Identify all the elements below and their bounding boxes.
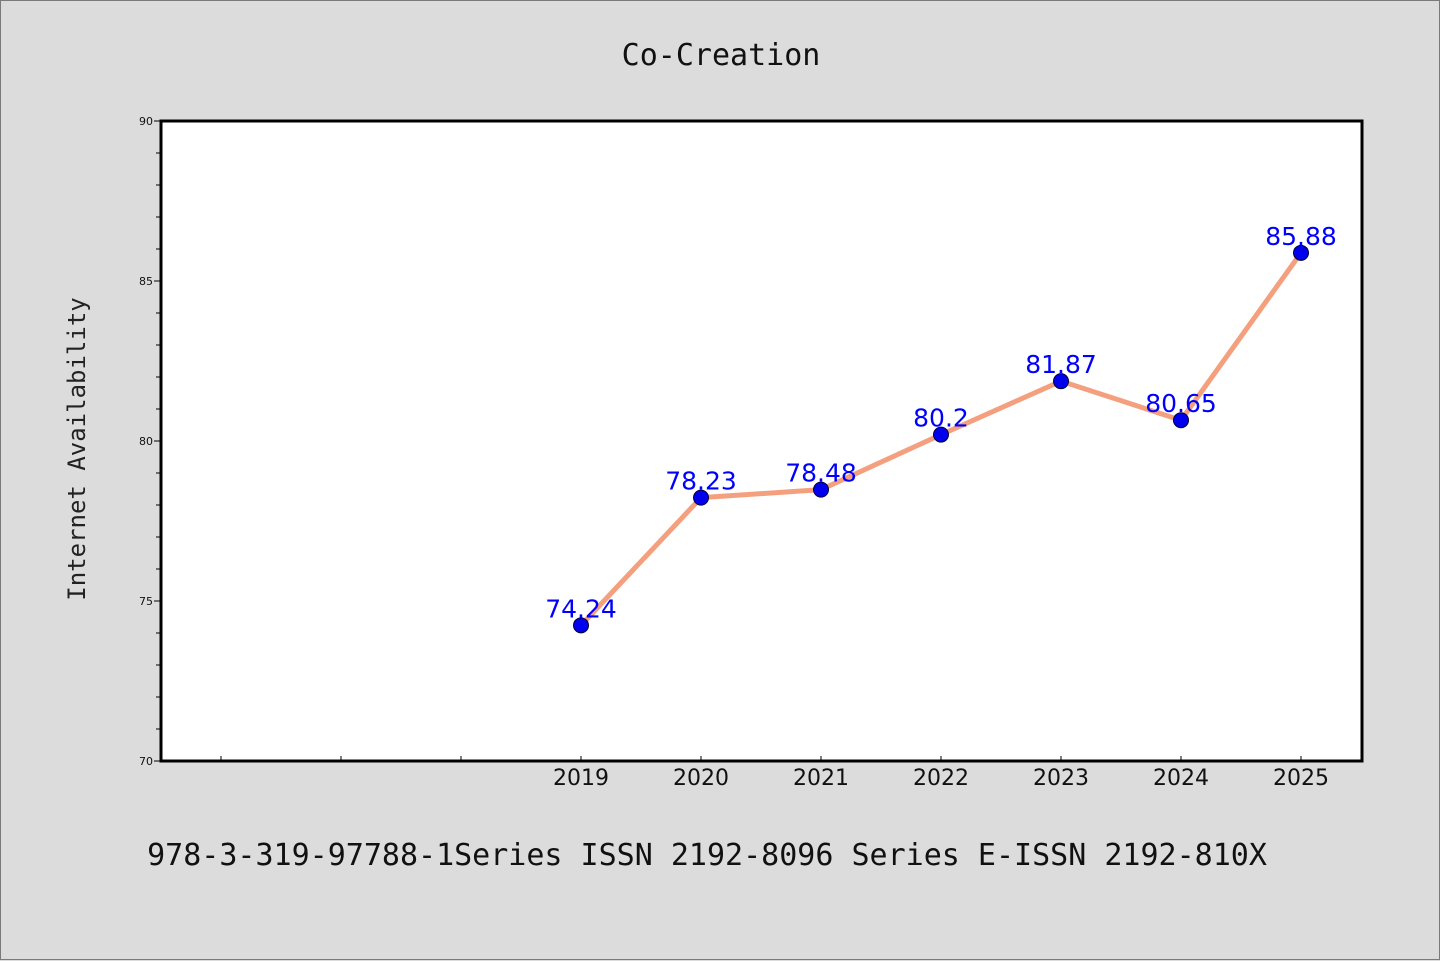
data-point [693,489,709,506]
data-point [1293,244,1309,261]
plot-area [161,121,1362,761]
x-tick-label: 2022 [913,766,969,791]
x-tick-label: 2020 [673,766,729,791]
data-point [933,426,949,443]
data-point [1053,373,1069,390]
axis-ticks: 70 75 80 85 90 2019 2020 2021 2022 2023 2024 2025 [139,115,1329,791]
y-axis-label: Internet Availability [63,297,91,600]
data-point [813,481,829,498]
x-tick-label: 2024 [1153,766,1209,791]
y-tick-label: 80 [139,435,153,448]
x-tick-label: 2019 [553,766,609,791]
data-label: 80.65 [1145,389,1217,418]
data-label: 80.2 [913,404,969,433]
chart-title: Co-Creation [622,38,821,73]
data-labels: 74.24 78.23 78.48 80.2 81.87 80.65 85.88 [545,222,1337,623]
x-tick-label: 2023 [1033,766,1089,791]
data-label: 78.48 [785,459,857,488]
plot-border [159,119,1364,763]
data-label: 74.24 [545,594,617,623]
y-tick-label: 85 [139,275,153,288]
data-point [1173,412,1189,429]
data-label: 85.88 [1265,222,1337,251]
series-markers [573,244,1309,634]
x-tick-label: 2025 [1273,766,1329,791]
footer-text: 978-3-319-97788-1Series ISSN 2192-8096 S… [147,838,1267,873]
y-tick-label: 90 [139,115,153,128]
x-tick-label: 2021 [793,766,849,791]
data-label: 81.87 [1025,350,1097,379]
y-tick-label: 70 [139,755,153,768]
y-tick-label: 75 [139,595,153,608]
data-label: 78.23 [665,467,737,496]
data-point [573,617,589,634]
